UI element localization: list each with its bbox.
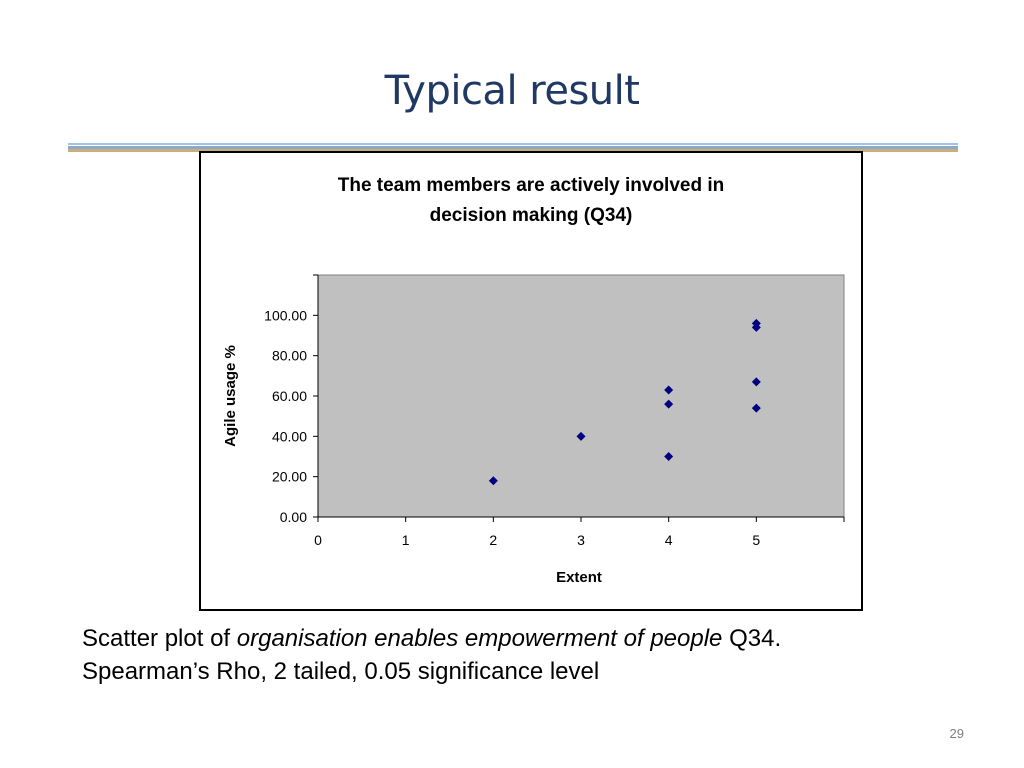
caption-italic: organisation enables empowerment of peop… [236,625,723,652]
caption-suffix: Q34. [722,625,782,652]
data-point [576,431,586,441]
y-tick-label: 20.00 [272,469,307,485]
data-point [664,385,674,395]
x-tick-label: 1 [402,532,410,548]
y-tick-label: 0.00 [280,509,307,525]
data-point [488,476,498,486]
page-number: 29 [949,726,964,741]
x-tick-label: 5 [752,532,760,548]
caption-line-2: Spearman’s Rho, 2 tailed, 0.05 significa… [82,658,600,685]
y-tick-label: 100.00 [264,307,307,323]
x-axis-label: Extent [556,569,602,586]
x-tick-label: 2 [489,532,497,548]
x-tick-label: 3 [577,532,585,548]
x-tick-label: 4 [665,532,673,548]
chart-title-line-1: The team members are actively involved i… [338,175,725,196]
y-tick-label: 80.00 [272,348,307,364]
caption-prefix: Scatter plot of [82,625,237,652]
data-point [751,377,761,387]
y-tick-label: 40.00 [272,428,307,444]
slide-title: Typical result [384,68,640,114]
scatter-chart: The team members are actively involved i… [222,175,845,586]
chart-frame: The team members are actively involved i… [199,151,863,611]
chart-title-line-2: decision making (Q34) [430,205,633,226]
title-divider [68,143,958,152]
plot-area [317,274,845,518]
data-point [664,452,674,461]
data-point [664,399,674,409]
data-point [751,318,761,328]
caption-line-1: Scatter plot of organisation enables emp… [82,622,982,655]
y-tick-label: 60.00 [272,388,307,404]
y-axis-label: Agile usage % [222,345,239,447]
data-point [751,403,761,413]
slide-caption: Scatter plot of organisation enables emp… [82,622,982,688]
x-tick-label: 0 [314,532,322,548]
